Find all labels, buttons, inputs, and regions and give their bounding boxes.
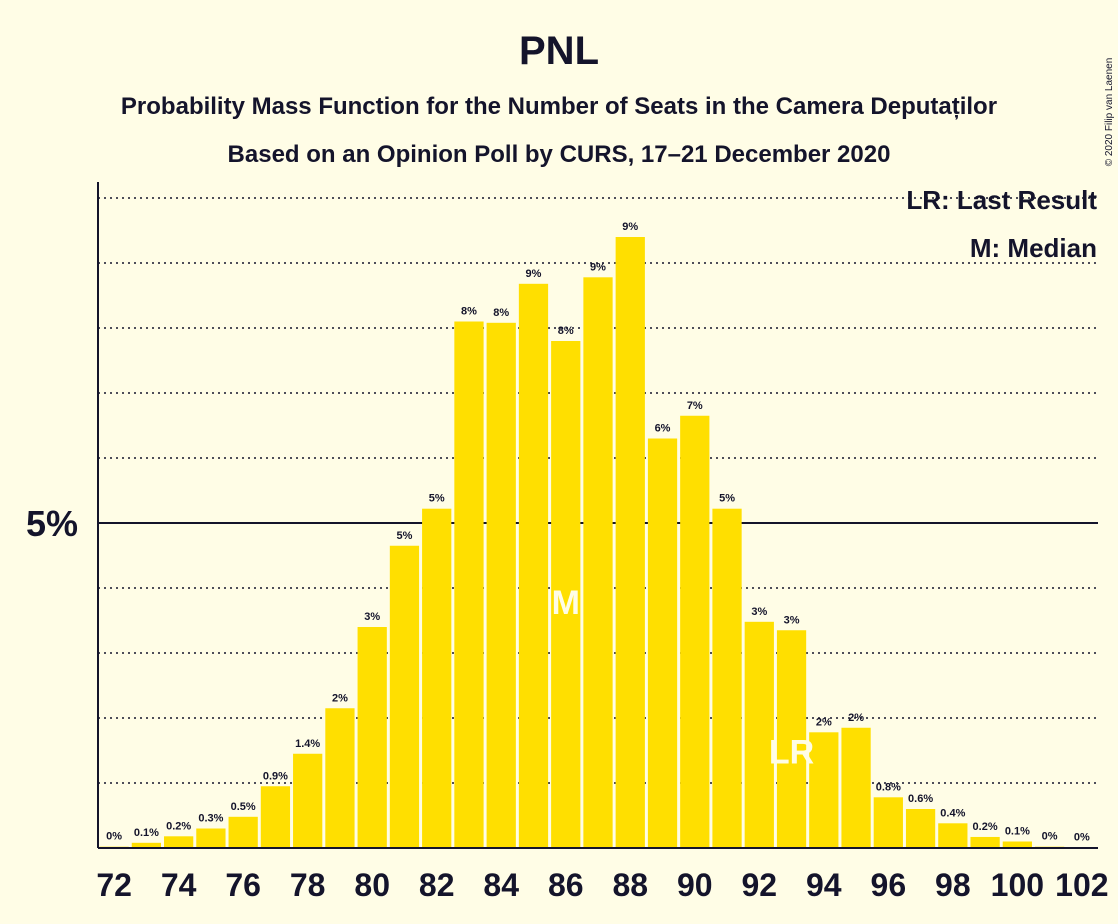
x-tick-86: 86 [548,867,584,903]
data-label-73: 0.1% [134,827,159,839]
bar-74 [164,836,194,848]
median-marker: M [552,584,580,622]
data-label-88: 9% [622,221,638,233]
bar-85 [518,283,549,848]
data-label-77: 0.9% [263,770,288,782]
data-label-91: 5% [719,493,735,505]
bar-82 [422,508,452,848]
data-label-96: 0.8% [876,781,901,793]
data-label-81: 5% [396,530,412,542]
data-label-83: 8% [461,306,477,318]
data-label-92: 3% [751,606,767,618]
bar-78 [293,753,323,848]
data-label-76: 0.5% [231,801,256,813]
bar-90 [680,415,710,848]
legend-median: M: Median [970,233,1097,263]
data-label-95: 2% [848,712,864,724]
bar-87 [583,277,613,848]
bar-98 [938,823,968,848]
data-label-78: 1.4% [295,738,320,750]
x-tick-94: 94 [806,867,842,903]
data-label-80: 3% [364,611,380,623]
data-label-90: 7% [687,400,703,412]
bar-89 [647,438,678,848]
bar-88 [615,237,645,848]
data-label-100: 0.1% [1005,826,1030,838]
data-label-101: 0% [1042,831,1058,843]
bars [99,237,1097,848]
data-label-89: 6% [655,423,671,435]
y-tick-label-5: 5% [26,503,78,544]
bar-95 [841,727,871,848]
data-label-84: 8% [493,307,509,319]
bar-93 [776,630,807,848]
x-tick-102: 102 [1055,867,1108,903]
data-label-86: 8% [558,325,574,337]
x-tick-76: 76 [225,867,261,903]
bar-100 [1002,841,1032,848]
x-tick-88: 88 [612,867,648,903]
x-tick-96: 96 [871,867,907,903]
chart-title: PNL [519,29,599,73]
markers: M LR [552,584,815,772]
data-label-75: 0.3% [198,813,223,825]
x-tick-92: 92 [741,867,777,903]
data-label-102: 0% [1074,831,1090,843]
data-label-72: 0% [106,831,122,843]
data-label-85: 9% [526,268,542,280]
bar-84 [486,322,516,848]
x-tick-90: 90 [677,867,713,903]
data-label-97: 0.6% [908,793,933,805]
legend-last-result: LR: Last Result [906,185,1097,215]
bar-83 [454,321,484,848]
x-tick-78: 78 [290,867,326,903]
x-tick-84: 84 [483,867,519,903]
bar-91 [712,508,742,848]
data-label-87: 9% [590,261,606,273]
data-label-94: 2% [816,716,832,728]
bar-76 [228,816,258,848]
x-tick-labels: 72 74 76 78 80 82 84 86 88 90 92 94 96 98 100 102 [96,867,1108,903]
x-tick-80: 80 [354,867,390,903]
x-tick-74: 74 [161,867,197,903]
bar-79 [325,708,355,848]
bar-73 [131,842,162,848]
bar-99 [970,836,1000,848]
copyright-text: © 2020 Filip van Laenen [1104,58,1115,167]
bar-94 [809,732,839,848]
bar-80 [357,627,387,848]
x-tick-72: 72 [96,867,132,903]
data-label-79: 2% [332,692,348,704]
x-tick-100: 100 [991,867,1044,903]
bar-81 [389,545,420,848]
bar-86 [551,341,581,848]
bar-92 [744,621,774,848]
bar-75 [196,828,226,848]
chart-subtitle-2: Based on an Opinion Poll by CURS, 17–21 … [228,141,891,168]
data-labels: 0% 0.1% 0.2% 0.3% 0.5% 0.9% 1.4% 2% 3% 5% 5% 8% 8% 9%… [106,221,1090,843]
bar-96 [873,797,903,848]
x-tick-82: 82 [419,867,455,903]
data-label-93: 3% [784,614,800,626]
bar-77 [260,786,291,848]
last-result-marker: LR [769,734,814,772]
data-label-82: 5% [429,493,445,505]
data-label-74: 0.2% [166,820,191,832]
chart-subtitle: Probability Mass Function for the Number… [121,93,997,120]
data-label-98: 0.4% [940,807,965,819]
data-label-99: 0.2% [973,821,998,833]
x-tick-98: 98 [935,867,971,903]
bar-97 [905,809,936,848]
